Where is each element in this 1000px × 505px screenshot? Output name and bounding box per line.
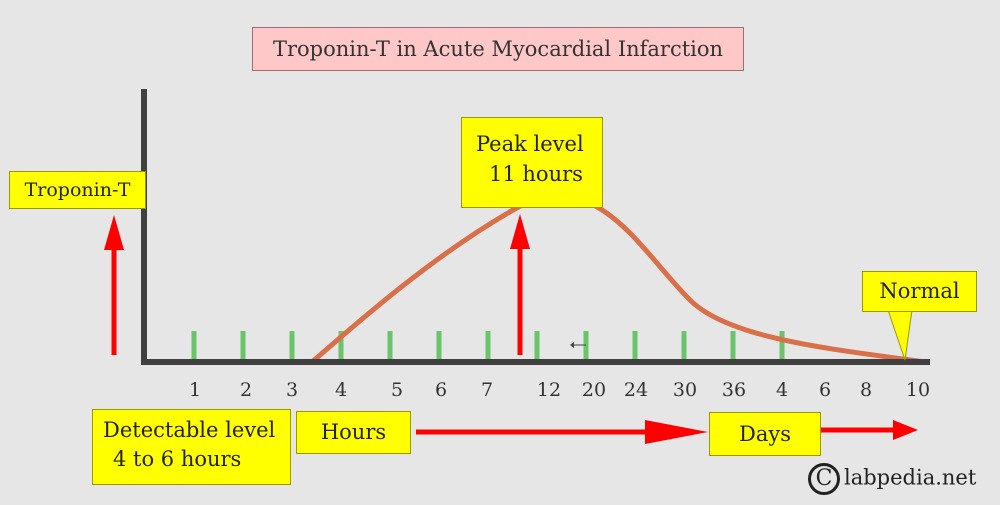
normal-label-text: Normal: [879, 279, 960, 303]
copyright-icon: C: [808, 463, 840, 495]
x-tick-label: 6: [818, 379, 832, 401]
x-tick-mark: [191, 331, 197, 360]
x-tick-label: 1: [188, 379, 202, 401]
x-tick-mark: [730, 331, 736, 360]
detectable-label: Detectable level 4 to 6 hours: [92, 409, 291, 485]
x-tick-label: 2: [239, 379, 253, 401]
x-tick-mark: [534, 331, 540, 360]
hours-label: Hours: [296, 411, 411, 454]
days-label-text: Days: [739, 422, 791, 446]
peak-label: Peak level 11 hours: [461, 117, 603, 208]
x-tick-label: 4: [775, 379, 789, 401]
detectable-label-line1: Detectable level: [103, 418, 276, 442]
x-tick-mark: [681, 331, 687, 360]
x-tick-mark: [240, 331, 246, 360]
hours-label-text: Hours: [320, 420, 387, 444]
x-tick-mark: [289, 331, 295, 360]
peak-label-line2: 11 hours: [489, 162, 583, 186]
small-left-arrow: [570, 342, 586, 348]
x-tick-label: 30: [672, 379, 698, 401]
normal-callout-pointer: [887, 309, 913, 361]
x-tick-label: 5: [390, 379, 404, 401]
y-axis-label-text: Troponin-T: [24, 179, 131, 201]
x-tick-label: 4: [334, 379, 348, 401]
x-tick-label: 36: [721, 379, 747, 401]
peak-label-line1: Peak level: [476, 132, 584, 156]
troponin-up-arrow: [104, 215, 124, 355]
detectable-label-line2: 4 to 6 hours: [113, 447, 242, 471]
troponin-curve: [309, 193, 928, 365]
x-tick-mark: [387, 331, 393, 360]
x-tick-label: 12: [536, 379, 562, 401]
normal-label: Normal: [862, 271, 977, 312]
x-tick-label: 8: [859, 379, 873, 401]
x-tick-mark: [338, 331, 344, 360]
x-tick-label: 6: [434, 379, 448, 401]
x-tick-mark: [779, 331, 785, 360]
x-tick-marks: [191, 331, 785, 360]
x-tick-label: 24: [623, 379, 649, 401]
x-tick-mark: [632, 331, 638, 360]
days-arrow: [820, 420, 918, 440]
days-label: Days: [709, 412, 821, 456]
watermark-text: labpedia.net: [844, 465, 977, 490]
x-tick-label: 7: [480, 379, 494, 401]
x-tick-mark: [436, 331, 442, 360]
x-tick-label: 3: [285, 379, 299, 401]
peak-up-arrow: [510, 214, 530, 355]
chart-title: Troponin-T in Acute Myocardial Infarctio…: [252, 27, 744, 71]
x-tick-label: 10: [905, 379, 931, 401]
y-axis-label: Troponin-T: [9, 171, 146, 209]
x-tick-mark: [485, 331, 491, 360]
x-tick-label: 20: [581, 379, 607, 401]
hours-to-days-arrow: [416, 420, 708, 444]
